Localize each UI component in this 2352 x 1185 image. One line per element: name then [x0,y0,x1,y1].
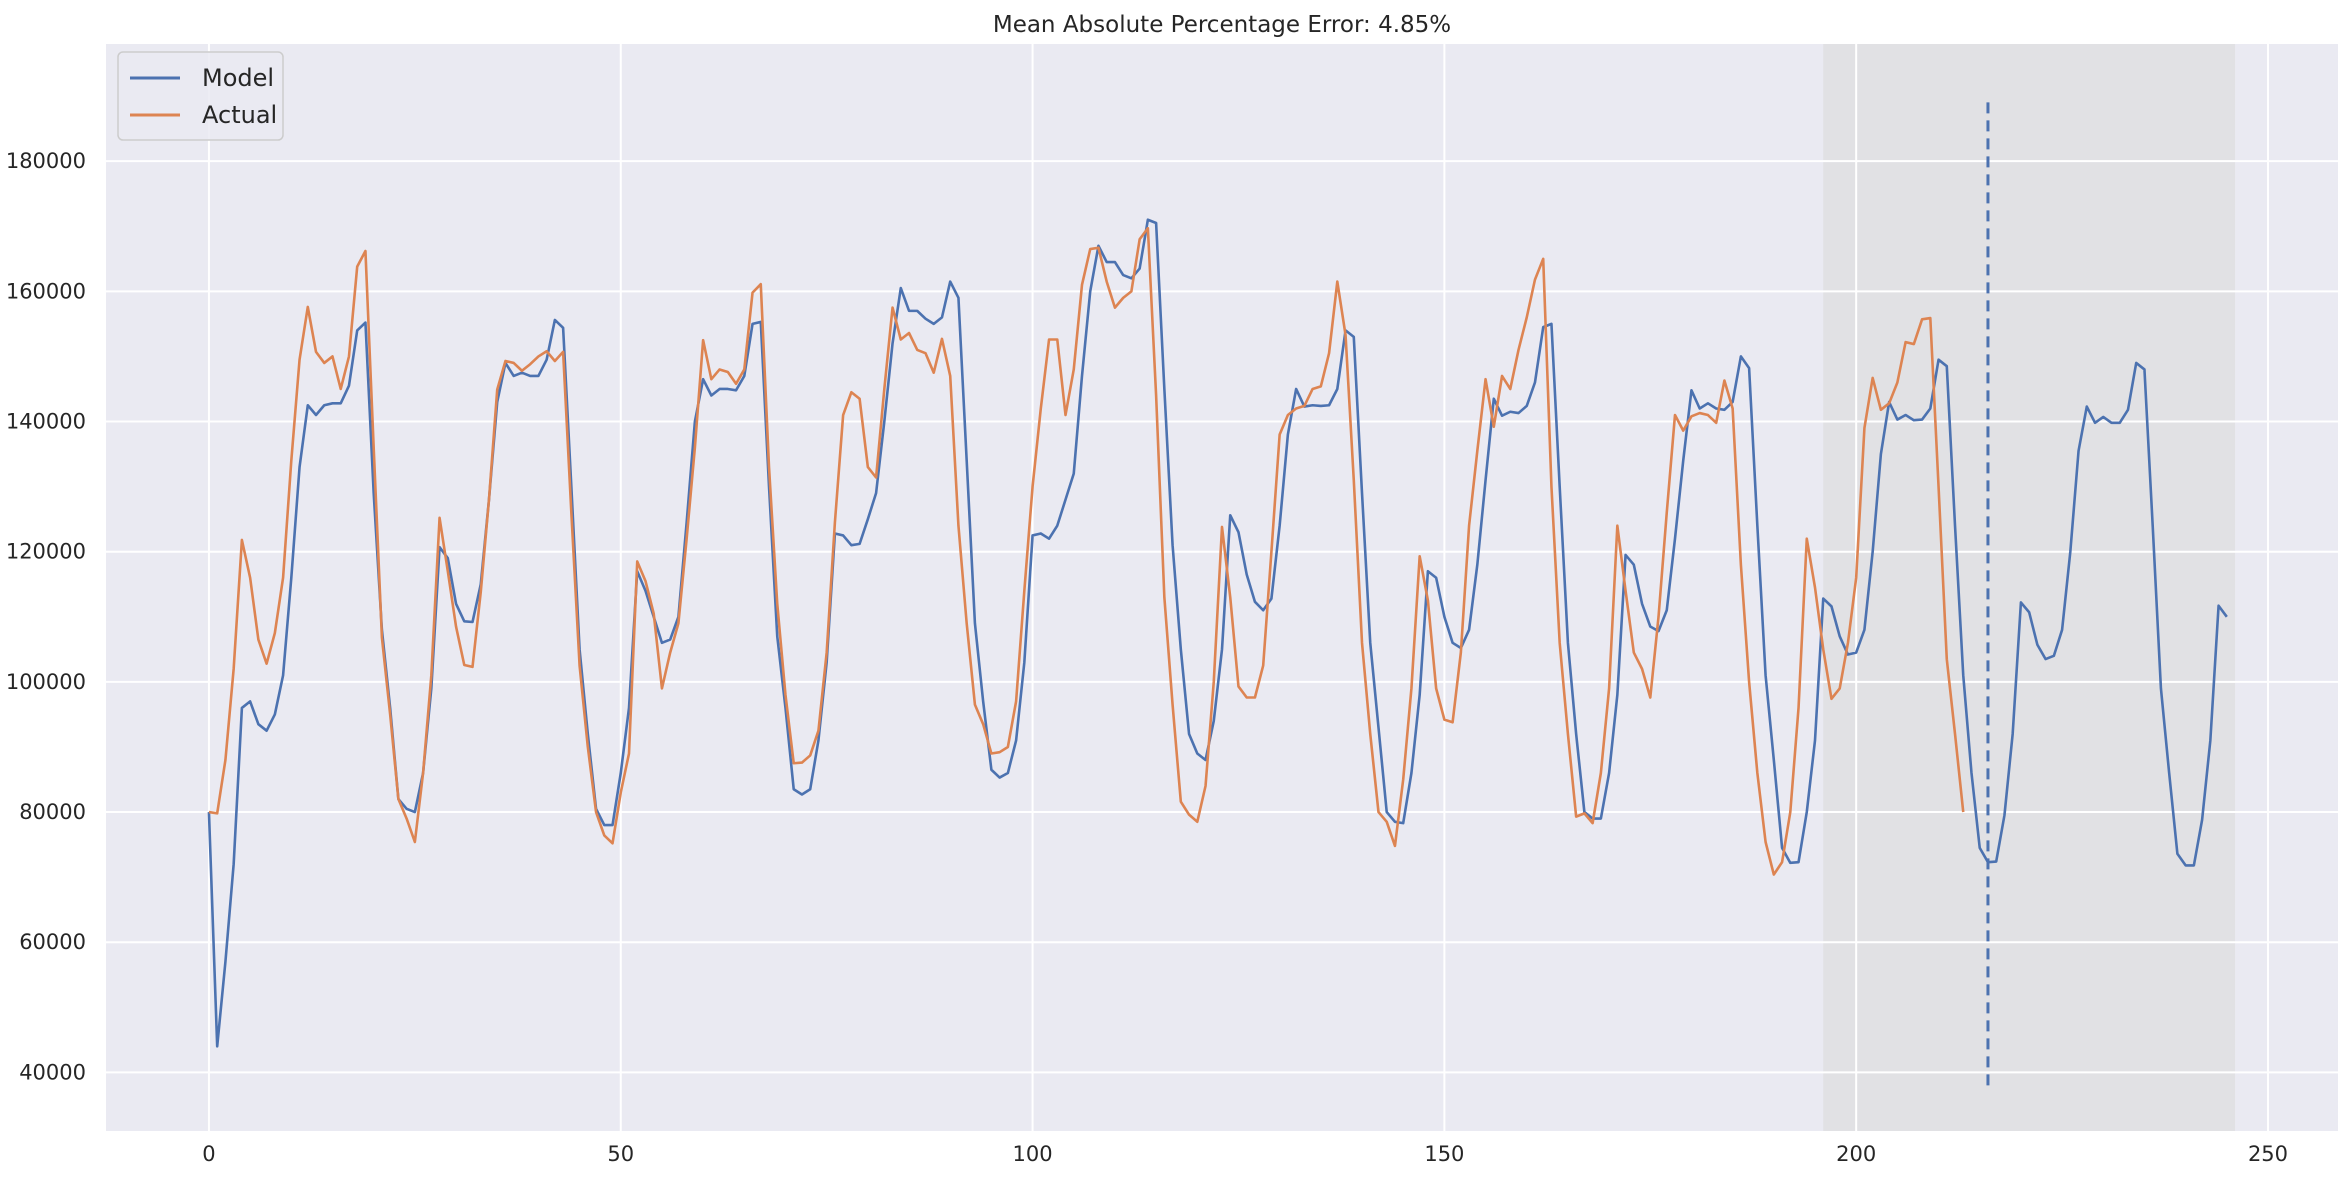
x-tick-label: 150 [1424,1142,1464,1166]
x-tick-label: 50 [607,1142,634,1166]
x-tick-label: 100 [1013,1142,1053,1166]
y-tick-label: 80000 [19,800,86,824]
y-tick-label: 140000 [6,410,86,434]
series-line-actual [208,226,1965,876]
x-tick-label: 0 [202,1142,215,1166]
x-tick-label: 200 [1836,1142,1876,1166]
x-tick-label: 250 [2248,1142,2288,1166]
series-line-model [207,218,2228,1048]
y-tick-label: 40000 [19,1060,86,1084]
series-layer [207,218,2228,1048]
grid-lines [106,44,2338,1131]
y-tick-label: 120000 [6,540,86,564]
legend-label-actual: Actual [202,101,277,129]
y-tick-label: 160000 [6,279,86,303]
chart-title: Mean Absolute Percentage Error: 4.85% [993,12,1451,38]
y-tick-label: 180000 [6,149,86,173]
y-tick-label: 100000 [6,670,86,694]
legend-label-model: Model [202,64,274,92]
legend: Model Actual [117,51,284,141]
legend-box [117,51,284,141]
forecast-shaded-region [1823,44,2236,1131]
tick-labels: 0 50 100 150 200 250 40000 60000 80000 100000 1200… [6,149,2288,1166]
y-tick-label: 60000 [19,930,86,954]
